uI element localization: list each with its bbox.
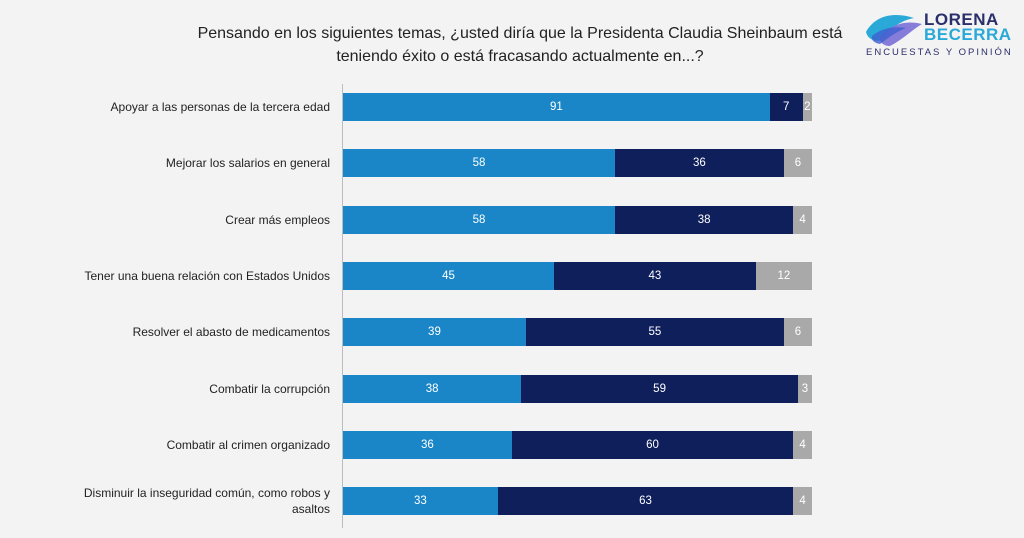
bar-segment-2: 55: [525, 318, 784, 347]
data-label: 12: [777, 269, 791, 282]
category-label: Apoyar a las personas de la tercera edad: [110, 100, 330, 114]
bar-segment-2: 63: [497, 487, 794, 516]
data-label: 4: [799, 213, 806, 226]
category-axis-line: [342, 84, 343, 528]
bar-segment-1: 38: [343, 374, 522, 403]
bar-segment-3: 4: [793, 430, 812, 459]
data-label: 2: [804, 101, 811, 113]
bar-segment-2: 36: [615, 149, 784, 178]
bar-segment-1: 91: [343, 93, 770, 121]
category-label: Disminuir la inseguridad común, como rob…: [83, 486, 330, 517]
data-label: 33: [413, 495, 427, 508]
category-label: Combatir la corrupción: [209, 381, 330, 396]
bar-segment-2: 43: [554, 261, 756, 290]
data-label: 59: [653, 382, 666, 395]
data-label: 38: [425, 382, 439, 395]
data-label: 63: [639, 495, 652, 508]
data-label: 43: [648, 269, 662, 282]
data-label: 6: [794, 326, 802, 339]
data-label: 36: [421, 438, 434, 451]
data-label: 55: [648, 326, 662, 339]
bar-segment-2: 7: [769, 93, 803, 121]
category-label: Mejorar los salarios en general: [165, 156, 330, 171]
bar-segment-1: 45: [343, 261, 555, 290]
data-label: 60: [646, 438, 659, 451]
bar-segment-3: 4: [793, 487, 812, 516]
category-label: Tener una buena relación con Estados Uni…: [84, 268, 331, 283]
bar-segment-1: 39: [343, 318, 526, 347]
category-label: Resolver el abasto de medicamentos: [132, 325, 330, 340]
bar-segment-3: 3: [797, 374, 812, 403]
logo-line-1: LORENA: [924, 10, 999, 29]
data-label: 4: [799, 438, 806, 451]
data-label: 58: [472, 213, 486, 226]
bar-segment-1: 58: [343, 205, 616, 234]
bar-segment-2: 59: [521, 374, 798, 403]
data-label: 6: [794, 157, 802, 170]
logo-tagline: ENCUESTAS Y OPINIÓN: [866, 47, 1013, 58]
bar-segment-3: 6: [783, 149, 812, 178]
data-label: 3: [801, 382, 809, 395]
category-label: Combatir al crimen organizado: [166, 437, 330, 452]
data-label: 36: [693, 157, 706, 170]
logo-mark-icon: [866, 14, 922, 46]
bar-segment-1: 33: [343, 487, 498, 516]
bar-segment-1: 36: [343, 430, 512, 459]
logo-line-2: BECERRA: [924, 25, 1012, 44]
category-label: Crear más empleos: [225, 212, 330, 227]
bar-segment-1: 58: [343, 149, 616, 178]
chart-title: Pensando en los siguientes temas, ¿usted…: [197, 25, 843, 65]
data-label: 7: [782, 101, 790, 113]
bar-segment-3: 12: [755, 261, 812, 290]
bar-segment-2: 38: [615, 205, 794, 234]
bar-segment-3: 6: [783, 318, 812, 347]
data-label: 39: [428, 326, 441, 339]
data-label: 58: [472, 157, 486, 170]
data-label: 91: [549, 101, 563, 113]
bar-segment-3: 4: [793, 205, 812, 234]
logo-wordmark: LORENA BECERRA: [924, 10, 1012, 44]
data-label: 38: [697, 213, 711, 226]
bar-segment-2: 60: [511, 430, 794, 459]
data-label: 4: [799, 495, 806, 508]
brand-logo: LORENA BECERRA ENCUESTAS Y OPINIÓN: [862, 8, 1014, 60]
bar-segment-3: 2: [802, 93, 812, 121]
data-label: 45: [442, 269, 455, 282]
